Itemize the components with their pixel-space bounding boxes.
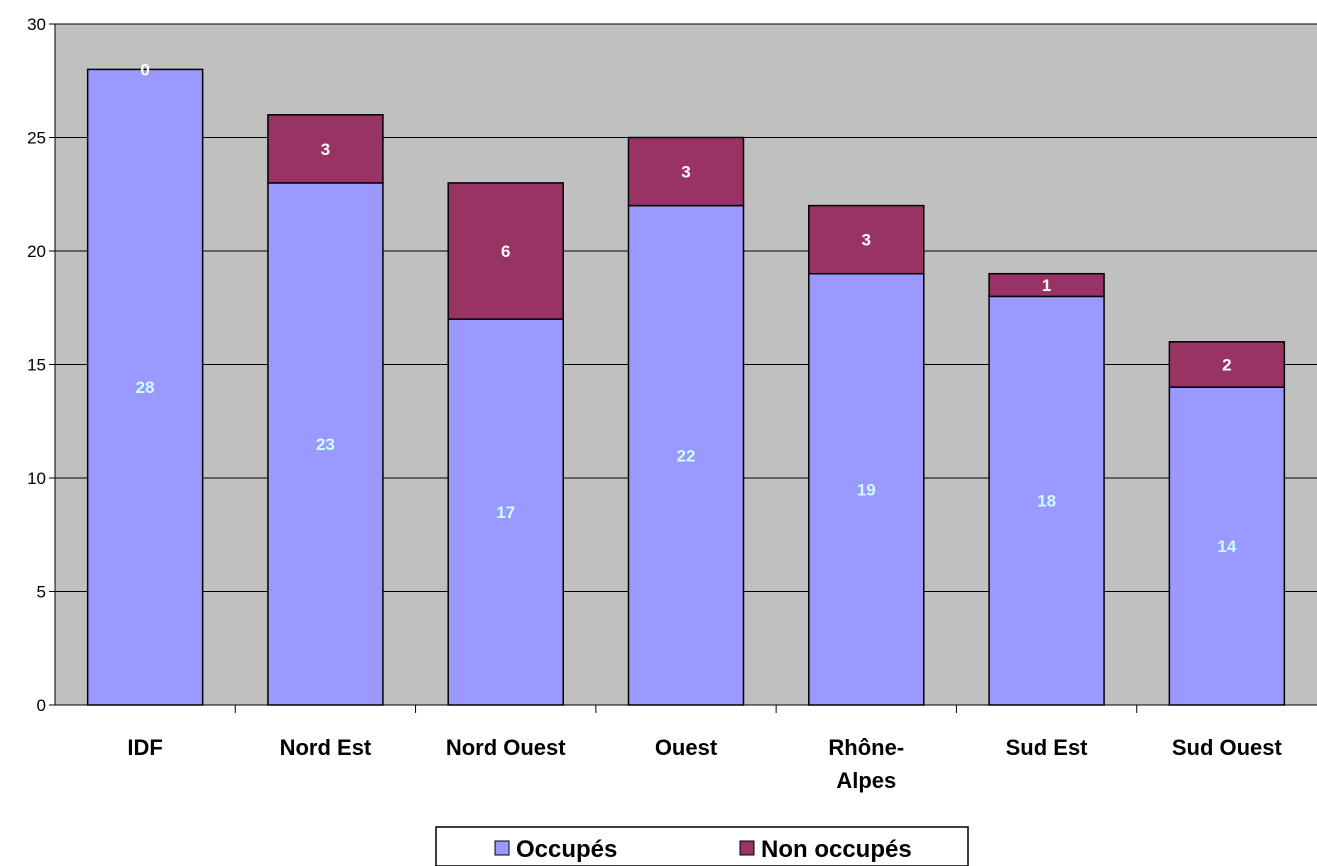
data-label: 1 [1042, 276, 1051, 295]
category-label: Nord Ouest [446, 735, 566, 760]
data-label: 19 [857, 480, 876, 499]
legend: Occupés Non occupés [435, 826, 969, 866]
bar-segment-occupes [988, 295, 1105, 706]
data-label: 3 [681, 163, 690, 182]
category-label: Rhône-Alpes [828, 735, 904, 793]
bar-segment-occupes [808, 272, 925, 706]
bar-segment-non-occupes [267, 114, 384, 184]
legend-swatch [494, 840, 510, 856]
y-tick-label: 0 [37, 696, 46, 715]
legend-label: Occupés [516, 836, 617, 863]
data-label: 6 [501, 242, 510, 261]
bar-segment-occupes [627, 204, 745, 706]
data-label: 22 [677, 446, 696, 465]
legend-box [435, 826, 969, 866]
category-label: Ouest [655, 735, 718, 760]
y-tick-label: 10 [27, 469, 46, 488]
data-label: 2 [1222, 356, 1231, 375]
category-label: IDF [127, 735, 162, 760]
y-tick-label: 5 [37, 583, 46, 602]
y-tick-label: 20 [27, 242, 46, 261]
legend-label: Non occupés [761, 836, 912, 863]
bar-segment-non-occupes [627, 136, 745, 207]
y-tick-label: 25 [27, 129, 46, 148]
category-label: Sud Est [1006, 735, 1089, 760]
data-label: 0 [140, 60, 149, 79]
data-label: 14 [1217, 537, 1236, 556]
category-label: Nord Est [280, 735, 372, 760]
data-label: 3 [862, 231, 871, 250]
data-label: 3 [321, 140, 330, 159]
data-label: 28 [136, 378, 155, 397]
bar-segment-non-occupes [808, 204, 925, 275]
data-label: 18 [1037, 492, 1056, 511]
y-tick-label: 15 [27, 356, 46, 375]
data-label: 23 [316, 435, 335, 454]
bar-segment-non-occupes [1168, 341, 1286, 388]
legend-swatch [739, 840, 755, 856]
category-label: Sud Ouest [1172, 735, 1283, 760]
bar-segment-non-occupes [447, 182, 564, 320]
bars: 28 0 23 3 17 6 22 3 19 3 18 1 14 2 [86, 60, 1286, 706]
data-label: 17 [496, 503, 515, 522]
bar-segment-occupes [267, 182, 384, 706]
bar-segment-occupes [86, 68, 204, 706]
y-tick-label: 30 [27, 15, 46, 34]
bar-segment-non-occupes [988, 272, 1105, 298]
